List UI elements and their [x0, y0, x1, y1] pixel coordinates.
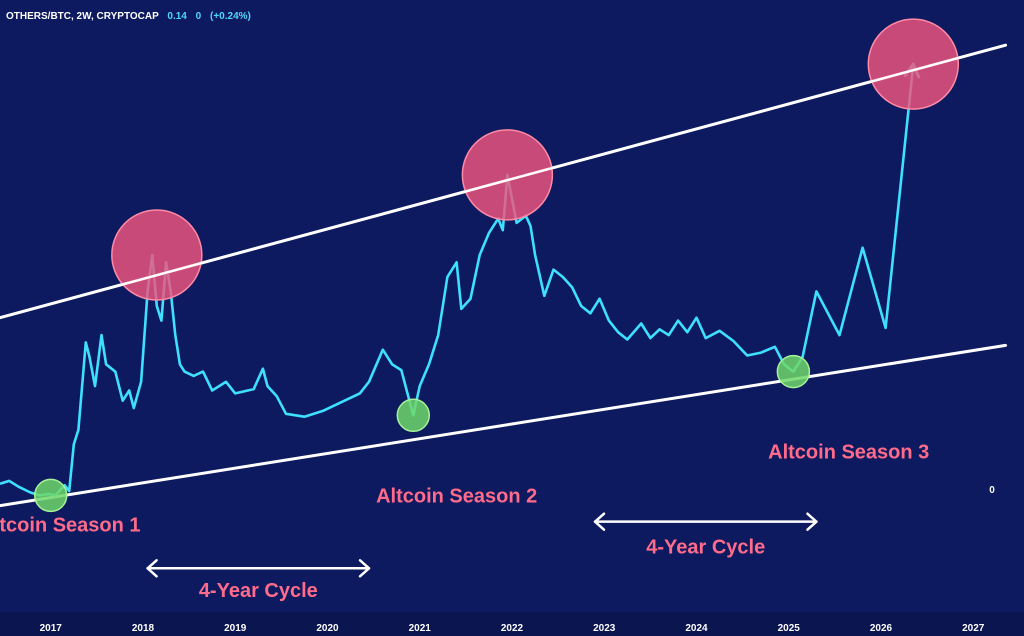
time-axis-bar	[0, 612, 1024, 636]
resistance-trendline-overlay	[0, 43, 1007, 319]
cycle-arrow-right-head-3	[358, 559, 371, 578]
x-tick-label-2023: 2023	[593, 623, 616, 634]
cycle-label-4: 4-Year Cycle	[646, 536, 765, 558]
peak-marker-3	[867, 18, 960, 110]
x-tick-label-2019: 2019	[224, 623, 247, 634]
price-change: 0	[195, 11, 202, 22]
support-trendline	[0, 343, 1008, 508]
x-axis-group: 2017 2018 2019 2020 2021 2022 2023 2024 2025 2026…	[40, 623, 985, 634]
cycle-arrow-left-head-3	[146, 559, 158, 578]
x-tick-label-2018: 2018	[132, 623, 155, 634]
x-tick-label-2026: 2026	[870, 623, 893, 634]
x-tick-label-2022: 2022	[501, 623, 524, 634]
price-series-line	[0, 63, 915, 497]
x-tick-label-2024: 2024	[685, 623, 708, 634]
cycle-label-3: 4-Year Cycle	[199, 580, 318, 602]
right-axis-value: 0	[989, 485, 995, 496]
season-label-1: Altcoin Season 2	[376, 485, 537, 507]
x-tick-label-2025: 2025	[778, 623, 801, 634]
x-tick-label-2020: 2020	[316, 623, 339, 634]
x-tick-label-2027: 2027	[962, 623, 985, 634]
symbol-label: OTHERS/BTC, 2W, CRYPTOCAP	[6, 11, 159, 22]
x-tick-label-2017: 2017	[40, 623, 63, 634]
bottom-marker-2	[396, 398, 431, 433]
x-tick-label-2021: 2021	[409, 623, 432, 634]
markers-group	[0, 18, 1007, 513]
season-label-0: Altcoin Season 1	[0, 515, 141, 537]
peak-marker-1	[111, 209, 203, 301]
cycle-arrow-left-head-4	[593, 512, 606, 531]
annotations-group: Altcoin Season 1 Altcoin Season 2 Altcoin …	[0, 442, 929, 602]
bottom-marker-1	[33, 478, 68, 513]
price-change-pct: (+0.24%)	[210, 11, 251, 22]
bottom-marker-3	[776, 354, 811, 389]
cycle-arrow-right-head-4	[806, 512, 818, 531]
peak-marker-2	[461, 129, 554, 221]
price-value: 0.14	[167, 11, 187, 22]
season-label-2: Altcoin Season 3	[768, 442, 929, 464]
chart-header: OTHERS/BTC, 2W, CRYPTOCAP 0.14 0 (+0.24%…	[6, 11, 251, 22]
